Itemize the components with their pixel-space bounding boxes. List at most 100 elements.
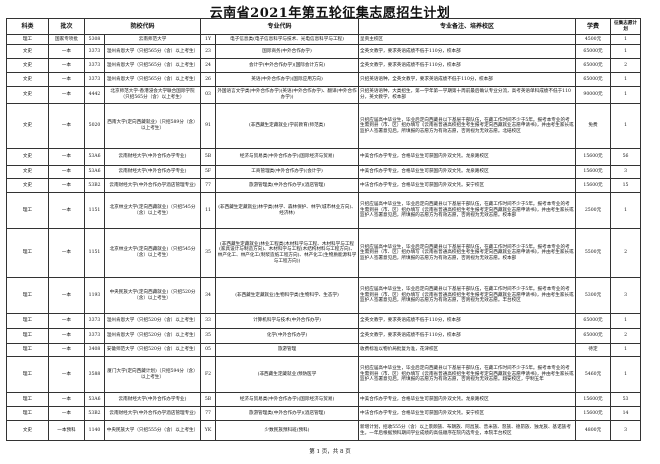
header-school-code: 院校代码 <box>83 18 202 35</box>
cell-kelei: 文史 <box>6 165 49 179</box>
cell-major: 工商管理类(中外合作办学)(会计学) <box>215 165 360 179</box>
cell-school: 西南大学(定向西藏就业)（只招589分（含）以上考生） <box>103 103 202 149</box>
cell-pici: 一本 <box>48 406 85 421</box>
cell-code: 3373 <box>84 313 105 329</box>
cell-plan: 1 <box>610 313 642 329</box>
cell-code: 53B2 <box>84 178 105 193</box>
cell-code: 53B2 <box>84 406 105 421</box>
cell-major: (非西藏生定藏就业)生物科学类(生物科学、生态学) <box>215 277 360 314</box>
cell-mcode: 1Y <box>200 34 217 45</box>
cell-fee: 5300元 <box>575 277 612 314</box>
cell-school: 温州肯恩大学（只招520分（含）以上考生） <box>103 313 202 329</box>
cell-pici: 一本 <box>48 165 85 179</box>
cell-fee: 5500元 <box>575 228 612 278</box>
cell-code: 3373 <box>84 328 105 344</box>
cell-fee: 15600元 <box>575 178 612 193</box>
cell-fee: 4800元 <box>575 420 612 441</box>
cell-fee: 15600元 <box>575 392 612 407</box>
cell-note: 中法合作办学专业，合格毕业生可获国内外双文凭。安宁校区 <box>358 406 577 421</box>
cell-plan: 3 <box>610 420 642 441</box>
cell-plan: 1 <box>610 44 642 59</box>
cell-mcode: 5B <box>200 148 217 166</box>
table-row: 理工 一本 53B2 云南财经大学(中外合作办学酒店管理专业) 77 旅游管理类(中外合作… <box>6 406 642 421</box>
cell-school: 北京师范大学-香港浸会大学联合国际学院（只招565分（含）以上考生） <box>103 86 202 104</box>
cell-mcode: YK <box>200 420 217 441</box>
cell-code: 3373 <box>84 44 105 59</box>
cell-code: 4442 <box>84 86 105 104</box>
cell-kelei: 文史 <box>6 44 49 59</box>
cell-major: 化学(中外合作办学) <box>215 328 360 344</box>
cell-school: 云南财经大学(中外合作办学专业) <box>103 148 202 166</box>
cell-fee: 待定 <box>575 343 612 357</box>
cell-note: 只招应届高中毕业生，毕业后定向西藏县以下基层干部队伍，在藏工作时间不少于5年。报… <box>358 228 577 278</box>
table-row: 文史 一本 53A6 云南财经大学(中外合作办学专业) 5F 工商管理类(中外合作办学)(… <box>6 165 642 179</box>
cell-mcode: 33 <box>200 313 217 329</box>
cell-school: 中央民族大学（只招555分（含）以上考生） <box>103 420 202 441</box>
cell-kelei: 文史 <box>6 148 49 166</box>
cell-plan: 56 <box>610 148 642 166</box>
cell-school: 北京林业大学(定向西藏就业)（只招545分（含）以上考生） <box>103 192 202 229</box>
table-header: 科类 批次 院校代码 专业代码 专业备注、培养校区 学费 征集志愿计划 <box>6 18 642 35</box>
cell-plan: 1 <box>610 103 642 149</box>
cell-kelei: 文史 <box>6 86 49 104</box>
cell-fee: 65000元 <box>575 44 612 59</box>
cell-kelei: 文史 <box>6 72 49 87</box>
cell-pici: 一本 <box>48 86 85 104</box>
cell-pici: 国家专项批 <box>48 34 85 45</box>
cell-pici: 一本 <box>48 58 85 73</box>
cell-fee: 4500元 <box>575 34 612 45</box>
cell-note: 全英文教学，要求英语成绩不低于110分，校本部 <box>358 58 577 73</box>
cell-major: 旅游管理类(中外合作办学)(酒店管理) <box>215 406 360 421</box>
cell-mcode: 77 <box>200 406 217 421</box>
cell-note: 呈贡主校区 <box>358 34 577 45</box>
cell-plan: 14 <box>610 406 642 421</box>
cell-code: 3373 <box>84 58 105 73</box>
cell-note: 中法合作办学专业，合格毕业生可获国内外双文凭。安宁校区 <box>358 178 577 193</box>
table-row: 理工 一本 1151 北京林业大学(定向西藏就业)（只招545分（含）以上考生） 11(… <box>6 192 642 229</box>
cell-note: 只招应届高中毕业生，毕业后定向西藏县以下基层干部队伍，在藏工作时间不少于5年。报… <box>358 277 577 314</box>
cell-pici: 一本 <box>48 178 85 193</box>
cell-fee: 15600元 <box>575 148 612 166</box>
cell-fee: 免费 <box>575 103 612 149</box>
cell-major: 会计学(中外合作办学)(国际会计方向) <box>215 58 360 73</box>
cell-mcode: 91 <box>200 103 217 149</box>
table-row: 理工 一本 3373 温州肯恩大学（只招520分（含）以上考生） 35 化学(中外合作办学… <box>6 328 642 344</box>
cell-pici: 一本 <box>48 228 85 278</box>
cell-mcode: 5B <box>200 392 217 407</box>
page-title: 云南省2021年第五轮征集志愿招生计划 <box>209 6 451 21</box>
cell-school: 温州肯恩大学（只招565分（含）以上考生） <box>103 44 202 59</box>
cell-fee: 65000元 <box>575 328 612 344</box>
cell-plan: 3 <box>610 277 642 314</box>
cell-plan: 1 <box>610 192 642 229</box>
cell-code: 1193 <box>84 277 105 314</box>
cell-kelei: 文史 <box>6 58 49 73</box>
cell-kelei: 理工 <box>6 313 49 329</box>
table-body: 理工 国家专项批 5308 云南师范大学 1Y 电子信息类(电子信息科学与技术、光电信息科… <box>6 34 642 441</box>
cell-plan: 2 <box>610 58 642 73</box>
table-row: 理工 国家专项批 5308 云南师范大学 1Y 电子信息类(电子信息科学与技术、光电信息科… <box>6 34 642 45</box>
table-row: 理工 一本 1151 北京林业大学(定向西藏就业)（只招545分（含）以上考生） 35(… <box>6 228 642 278</box>
cell-mcode: 03 <box>200 86 217 104</box>
cell-school: 云南财经大学(中外合作办学专业) <box>103 392 202 407</box>
cell-pici: 一本 <box>48 313 85 329</box>
table-row: 理工 一本 3373 温州肯恩大学（只招520分（含）以上考生） 33 计算机科学与技术(… <box>6 313 642 329</box>
cell-fee: 5460元 <box>575 356 612 393</box>
cell-plan: 53 <box>610 392 642 407</box>
cell-kelei: 理工 <box>6 34 49 45</box>
cell-fee: 65000元 <box>575 58 612 73</box>
cell-pici: 一本 <box>48 192 85 229</box>
cell-code: 1151 <box>84 192 105 229</box>
cell-pici: 一本 <box>48 392 85 407</box>
cell-major: 经济与贸易类(中外合作办学)(国际经济与贸易) <box>215 148 360 166</box>
cell-plan: 1 <box>610 343 642 357</box>
table-row: 理工 一本 3588 厦门大学(定向西藏计划)（只招594分（含）以上考生） F2 (非西… <box>6 356 642 393</box>
cell-school: 温州肯恩大学（只招565分（含）以上考生） <box>103 58 202 73</box>
cell-major: 旅游管理 <box>215 343 360 357</box>
cell-school: 云南财经大学(中外合作办学酒店管理专业) <box>103 406 202 421</box>
cell-pici: 一本 <box>48 148 85 166</box>
cell-major: 计算机科学与技术(中外合作办学) <box>215 313 360 329</box>
cell-note: 新增计划，招收555分（含）以上景颇族、布朗族、阿昌族、普米族、怒族、德昂族、独… <box>358 420 577 441</box>
table-row: 文史 一本 4442 北京师范大学-香港浸会大学联合国际学院（只招565分（含）以上考… <box>6 86 642 104</box>
cell-major: (非西藏生定藏就业)林学类(林学、森林保护、林学(城市林业方向)、经济林) <box>215 192 360 229</box>
cell-plan: 15 <box>610 178 642 193</box>
